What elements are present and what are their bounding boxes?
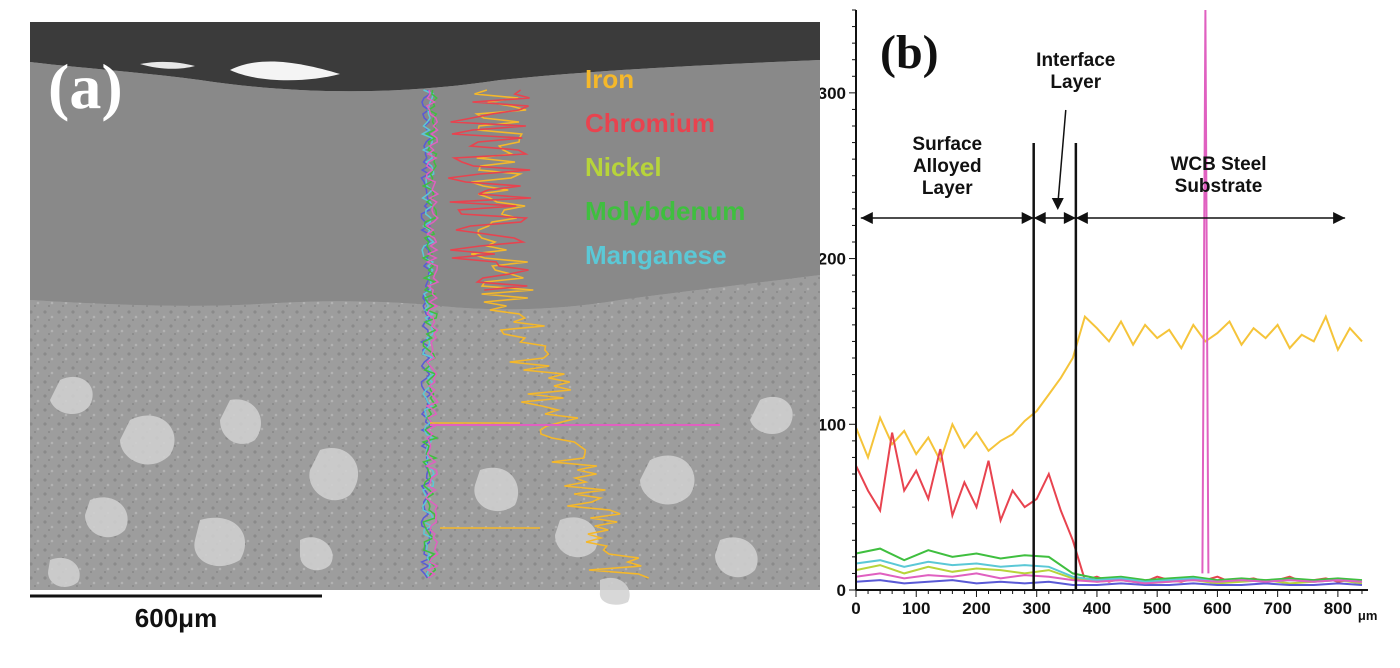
legend-item-molybdenum: Molybdenum bbox=[585, 196, 745, 226]
x-tick-label: 600 bbox=[1203, 599, 1231, 618]
chart-axes: 0 100 200 300 400 500 600 700 800 μm 0 100 200 300 bbox=[818, 9, 1378, 623]
series-line-6 bbox=[855, 572, 1363, 585]
chart-series-group bbox=[855, 9, 1363, 586]
arrow-head bbox=[1063, 212, 1076, 224]
x-tick-label: 300 bbox=[1023, 599, 1051, 618]
series-line-3 bbox=[855, 547, 1363, 582]
scan-trace-molybdenum bbox=[421, 89, 439, 579]
y-tick-label: 300 bbox=[820, 84, 846, 103]
element-legend: Iron Chromium Nickel Molybdenum Manganese bbox=[585, 64, 745, 270]
x-tick-label: 500 bbox=[1143, 599, 1171, 618]
region-label-2: Substrate bbox=[1175, 176, 1263, 197]
line-scan-chart: 0 100 200 300 400 500 600 700 800 μm 0 100 200 300 Su… bbox=[818, 0, 1400, 663]
legend-item-chromium: Chromium bbox=[585, 108, 715, 138]
series-line-5 bbox=[855, 579, 1363, 586]
scan-trace-iron bbox=[470, 89, 649, 579]
y-tick-label: 0 bbox=[837, 581, 846, 600]
series-line-7 bbox=[1201, 9, 1210, 574]
x-tick-label: 200 bbox=[962, 599, 990, 618]
x-tick-label: 400 bbox=[1083, 599, 1111, 618]
legend-item-manganese: Manganese bbox=[585, 240, 727, 270]
x-tick-label: 100 bbox=[902, 599, 930, 618]
interface-label-pointer bbox=[1057, 109, 1067, 206]
scale-bar-label: 600μm bbox=[135, 603, 217, 633]
panel-b-label: (b) bbox=[880, 26, 939, 79]
chart-svg: 0 100 200 300 400 500 600 700 800 μm 0 100 200 300 Su… bbox=[818, 9, 1378, 623]
arrow-head bbox=[1033, 212, 1046, 224]
arrow-head bbox=[1021, 212, 1034, 224]
region-label-0: Layer bbox=[922, 178, 973, 199]
region-label-1: Interface bbox=[1036, 50, 1115, 71]
panel-a-label: (a) bbox=[48, 51, 123, 122]
arrow-head bbox=[1075, 212, 1088, 224]
legend-item-nickel: Nickel bbox=[585, 152, 662, 182]
series-line-0 bbox=[855, 314, 1363, 464]
x-tick-label: 800 bbox=[1324, 599, 1352, 618]
x-unit-label: μm bbox=[1358, 608, 1378, 623]
x-tick-label: 0 bbox=[851, 599, 860, 618]
scan-trace-chromium bbox=[448, 89, 531, 291]
y-tick-label: 200 bbox=[820, 250, 846, 269]
scan-trace-magenta bbox=[424, 89, 440, 579]
micrograph-image: (a) Iron Chromium Nickel Molybdenum Manganes… bbox=[30, 22, 820, 633]
arrow-head bbox=[860, 212, 873, 224]
region-label-1: Layer bbox=[1050, 72, 1101, 93]
arrow-head bbox=[1333, 212, 1346, 224]
dendrite-features bbox=[48, 376, 793, 605]
line-scan-traces bbox=[419, 89, 720, 579]
series-line-1 bbox=[855, 432, 1363, 583]
x-tick-label: 700 bbox=[1263, 599, 1291, 618]
y-tick-label: 100 bbox=[820, 415, 846, 434]
legend-item-iron: Iron bbox=[585, 64, 634, 94]
arrow-head bbox=[1051, 198, 1064, 210]
micrograph-panel: (a) Iron Chromium Nickel Molybdenum Manganes… bbox=[30, 22, 820, 633]
region-label-0: Surface bbox=[912, 134, 982, 155]
region-label-0: Alloyed bbox=[913, 156, 982, 177]
region-label-2: WCB Steel bbox=[1170, 154, 1266, 175]
